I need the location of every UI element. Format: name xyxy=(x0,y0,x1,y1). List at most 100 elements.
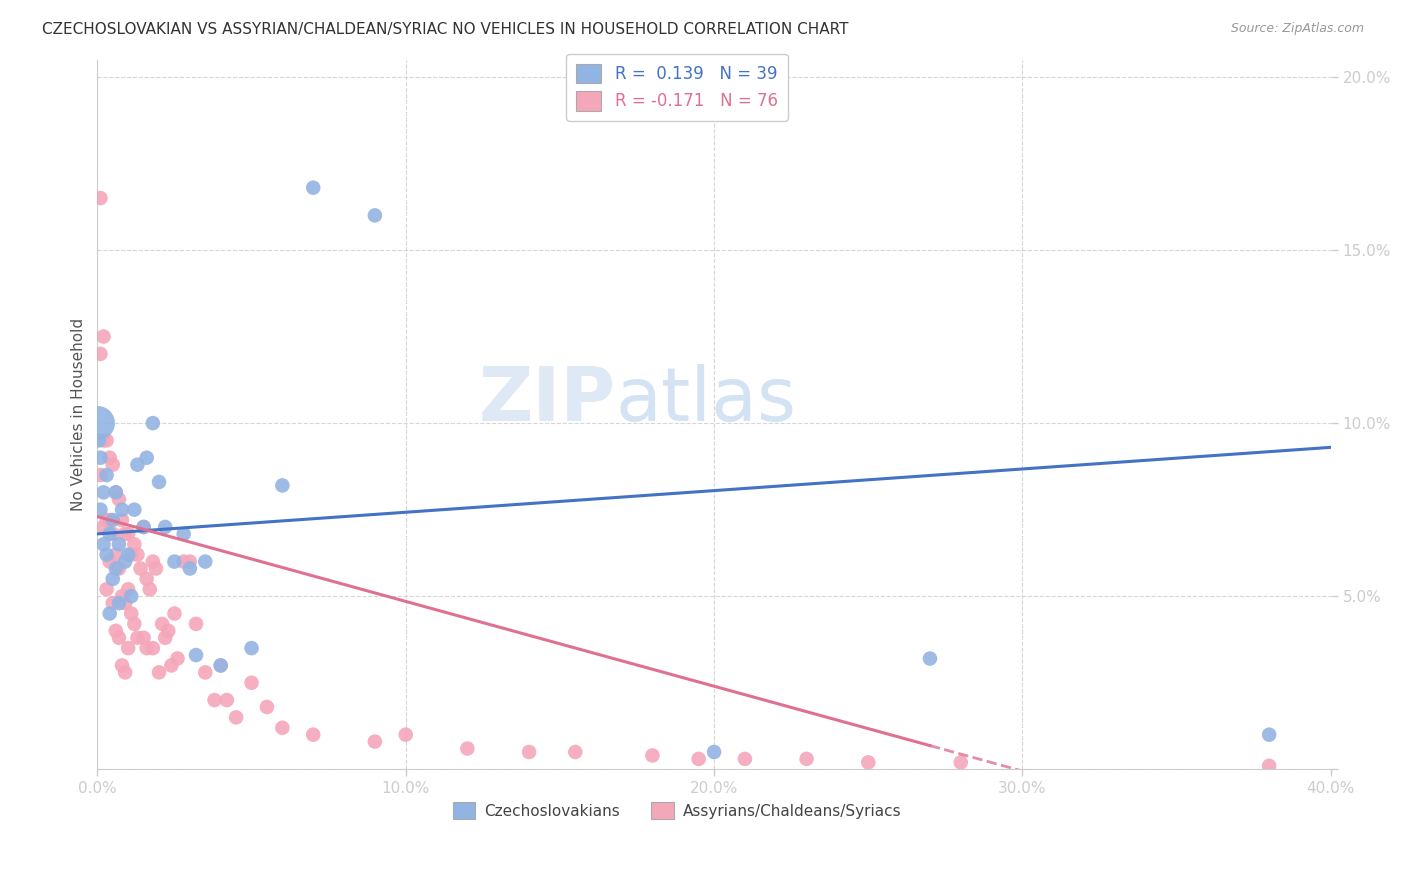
Point xyxy=(166,651,188,665)
Text: ZIP: ZIP xyxy=(478,364,616,437)
Point xyxy=(734,752,756,766)
Point xyxy=(114,665,136,680)
Point xyxy=(173,527,195,541)
Point xyxy=(139,582,162,597)
Point xyxy=(271,721,294,735)
Point xyxy=(127,458,149,472)
Point xyxy=(135,450,157,465)
Point xyxy=(150,616,173,631)
Point xyxy=(111,502,134,516)
Point xyxy=(173,555,195,569)
Point xyxy=(179,561,201,575)
Point xyxy=(184,616,207,631)
Point xyxy=(918,651,941,665)
Point xyxy=(127,548,149,562)
Point xyxy=(89,191,111,205)
Point xyxy=(117,582,139,597)
Point xyxy=(114,555,136,569)
Point xyxy=(104,485,127,500)
Point xyxy=(641,748,664,763)
Point xyxy=(194,555,217,569)
Point xyxy=(104,548,127,562)
Point xyxy=(93,520,115,534)
Point xyxy=(93,329,115,343)
Point xyxy=(96,548,118,562)
Point xyxy=(240,641,263,656)
Point xyxy=(104,485,127,500)
Point xyxy=(364,208,387,222)
Point xyxy=(148,665,170,680)
Point xyxy=(98,607,121,621)
Point xyxy=(127,631,149,645)
Point xyxy=(949,756,972,770)
Point xyxy=(101,572,124,586)
Point xyxy=(564,745,586,759)
Point xyxy=(117,641,139,656)
Point xyxy=(240,675,263,690)
Point xyxy=(108,561,131,575)
Point xyxy=(108,596,131,610)
Point xyxy=(145,561,167,575)
Point xyxy=(120,548,142,562)
Point xyxy=(124,616,146,631)
Point xyxy=(87,434,110,448)
Point xyxy=(111,589,134,603)
Point xyxy=(225,710,247,724)
Point xyxy=(194,665,217,680)
Point xyxy=(163,607,186,621)
Point xyxy=(1258,728,1281,742)
Point xyxy=(395,728,418,742)
Point xyxy=(129,561,152,575)
Point xyxy=(215,693,238,707)
Point xyxy=(142,641,165,656)
Point xyxy=(117,548,139,562)
Point xyxy=(302,180,325,194)
Point xyxy=(157,624,180,638)
Point xyxy=(256,700,278,714)
Point xyxy=(132,520,155,534)
Point xyxy=(89,450,111,465)
Point xyxy=(124,537,146,551)
Point xyxy=(135,641,157,656)
Point xyxy=(104,561,127,575)
Point xyxy=(89,468,111,483)
Point xyxy=(160,658,183,673)
Legend: Czechoslovakians, Assyrians/Chaldeans/Syriacs: Czechoslovakians, Assyrians/Chaldeans/Sy… xyxy=(447,796,908,825)
Point xyxy=(142,416,165,430)
Point xyxy=(456,741,478,756)
Point xyxy=(89,502,111,516)
Point xyxy=(184,648,207,662)
Point xyxy=(101,458,124,472)
Point xyxy=(364,734,387,748)
Point xyxy=(153,520,176,534)
Text: CZECHOSLOVAKIAN VS ASSYRIAN/CHALDEAN/SYRIAC NO VEHICLES IN HOUSEHOLD CORRELATION: CZECHOSLOVAKIAN VS ASSYRIAN/CHALDEAN/SYR… xyxy=(42,22,849,37)
Point xyxy=(101,596,124,610)
Point xyxy=(96,513,118,527)
Point xyxy=(1258,759,1281,773)
Point xyxy=(204,693,226,707)
Point xyxy=(108,537,131,551)
Point xyxy=(87,416,110,430)
Point xyxy=(120,589,142,603)
Point xyxy=(120,607,142,621)
Point xyxy=(93,537,115,551)
Point xyxy=(209,658,232,673)
Point xyxy=(108,631,131,645)
Point xyxy=(124,502,146,516)
Point xyxy=(93,485,115,500)
Point xyxy=(153,631,176,645)
Point xyxy=(98,555,121,569)
Point xyxy=(135,572,157,586)
Point xyxy=(98,527,121,541)
Point xyxy=(111,658,134,673)
Point xyxy=(96,582,118,597)
Point xyxy=(117,527,139,541)
Point xyxy=(271,478,294,492)
Point xyxy=(796,752,818,766)
Point xyxy=(93,434,115,448)
Point xyxy=(89,347,111,361)
Text: Source: ZipAtlas.com: Source: ZipAtlas.com xyxy=(1230,22,1364,36)
Point xyxy=(703,745,725,759)
Point xyxy=(302,728,325,742)
Point xyxy=(98,513,121,527)
